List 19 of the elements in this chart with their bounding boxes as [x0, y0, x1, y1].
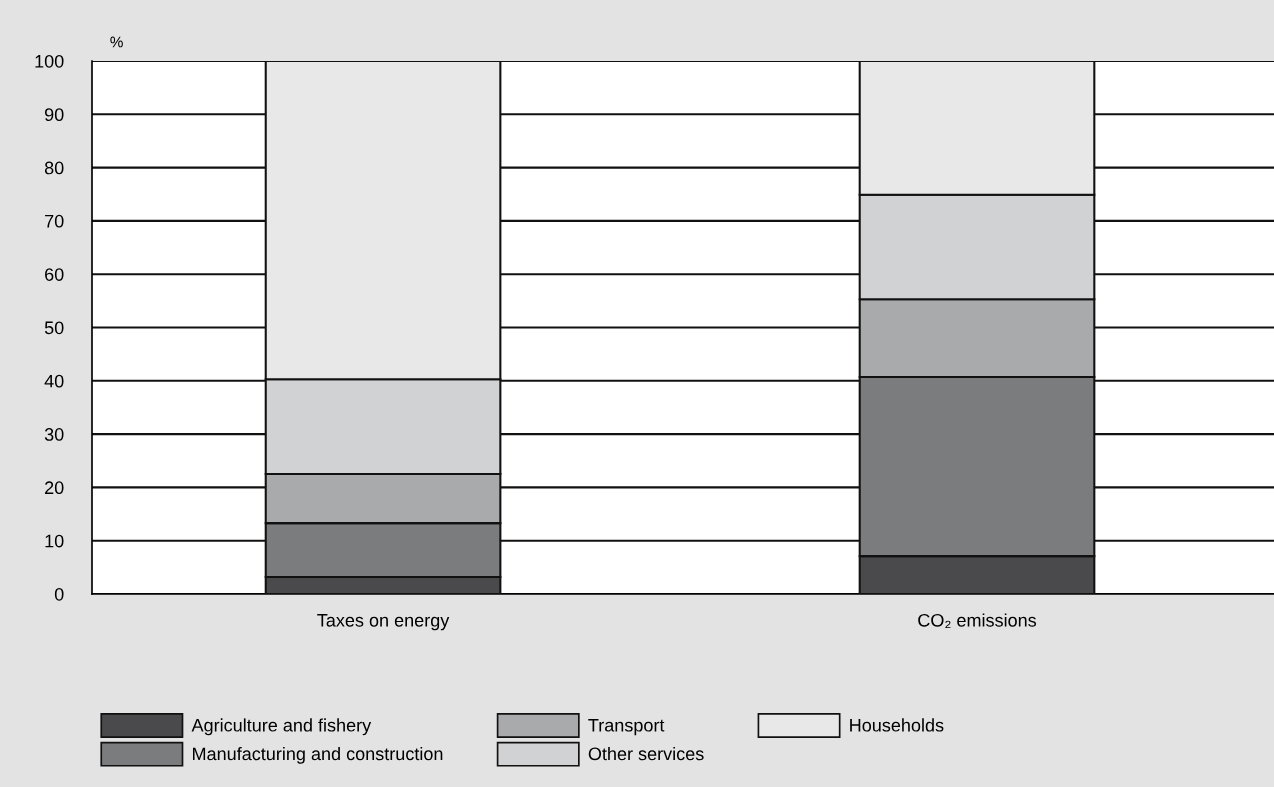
legend-label: Agriculture and fishery [191, 718, 372, 736]
y-tick-label: 70 [45, 214, 64, 228]
y-tick-label: 40 [44, 374, 64, 388]
legend-label: Other services [588, 746, 704, 761]
y-tick-label: 10 [45, 534, 64, 548]
y-tick-label: 60 [45, 268, 64, 281]
y-tick-label: 30 [44, 428, 64, 441]
x-tick-label: Taxes on energy [317, 614, 450, 631]
y-tick-label: 100 [35, 54, 64, 68]
y-tick-label: 50 [44, 321, 64, 335]
y-tick-label: 0 [54, 587, 64, 601]
x-tick-label: CO₂ emissions [918, 613, 1037, 629]
y-tick-label: 20 [45, 481, 64, 495]
y-axis-title: % [110, 36, 123, 48]
legend-label: Transport [588, 719, 665, 736]
legend-label: Households [850, 718, 944, 732]
legend-label: Manufacturing and construction [193, 746, 443, 764]
y-tick-label: 80 [44, 161, 64, 175]
y-tick-label: 90 [44, 108, 64, 122]
